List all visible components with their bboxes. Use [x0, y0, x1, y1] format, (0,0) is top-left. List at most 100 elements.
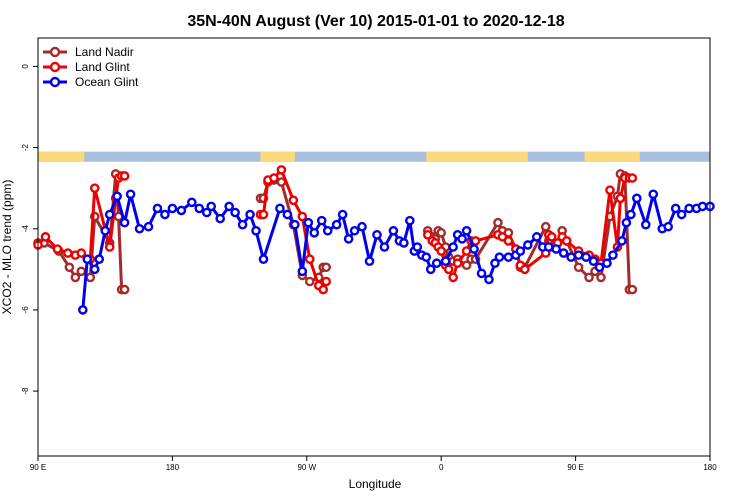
data-point [469, 244, 479, 254]
x-tick-label: 180 [166, 463, 180, 472]
data-point [431, 258, 442, 269]
data-point [304, 276, 315, 287]
data-point [503, 252, 514, 262]
data-point [602, 258, 612, 269]
data-point [224, 201, 234, 212]
land-segment-2 [260, 151, 295, 162]
data-point [364, 256, 375, 267]
data-point [215, 213, 225, 224]
data-point [676, 209, 687, 220]
land-segment-4 [584, 151, 640, 162]
data-point [230, 207, 240, 218]
data-point [343, 234, 354, 244]
legend-label: Ocean Glint [75, 75, 139, 89]
data-point [206, 201, 217, 212]
data-point [119, 284, 130, 295]
legend-item: Ocean Glint [43, 75, 139, 89]
data-point [194, 203, 205, 214]
data-point [372, 230, 382, 240]
data-point [457, 234, 467, 244]
data-point [237, 219, 248, 230]
legend-item: Land Nadir [43, 45, 134, 59]
data-point [304, 254, 315, 264]
data-point [357, 221, 367, 232]
data-point [187, 197, 197, 208]
y-tick-label: -2 [21, 143, 30, 151]
legend-swatch-marker [49, 76, 61, 88]
data-point [89, 183, 100, 193]
data-point [615, 193, 626, 204]
data-point [125, 189, 136, 200]
data-point [581, 252, 591, 262]
x-axis-label: Longitude [349, 477, 402, 491]
data-point [605, 185, 615, 195]
data-point [520, 264, 530, 275]
data-point [670, 203, 681, 214]
data-point [405, 215, 415, 226]
data-point [176, 205, 187, 216]
data-point [494, 252, 505, 262]
data-point [85, 272, 96, 283]
data-point [484, 274, 494, 285]
data-point [627, 284, 638, 295]
data-point [78, 305, 88, 315]
data-point [546, 232, 557, 242]
data-point [64, 262, 75, 273]
data-point [596, 272, 606, 283]
data-point [540, 221, 551, 232]
data-point [626, 209, 636, 220]
land-segment-3 [426, 151, 528, 162]
data-point [100, 225, 110, 236]
data-point [561, 236, 572, 246]
data-point [436, 227, 447, 238]
data-point [349, 225, 360, 236]
data-point [309, 227, 320, 238]
data-point [104, 242, 115, 252]
x-tick-label: 90 E [30, 463, 46, 472]
ocean-band [38, 151, 710, 162]
data-point [112, 191, 122, 202]
legend-label: Land Glint [75, 60, 130, 74]
data-point [412, 242, 423, 252]
data-point [617, 236, 627, 246]
y-tick-label: -4 [21, 225, 30, 233]
data-point [269, 173, 279, 183]
y-axis-label: XCO2 - MLO trend (ppm) [0, 180, 14, 315]
x-tick-label: 0 [439, 463, 444, 472]
data-point [663, 221, 673, 232]
chart-title: 35N-40N August (Ver 10) 2015-01-01 to 20… [187, 13, 564, 30]
data-point [52, 244, 63, 254]
data-point [321, 262, 332, 273]
data-point [152, 203, 163, 214]
y-tick-label: -6 [21, 306, 30, 314]
x-axis: 90 E 180 90 W 0 90 E 180 [30, 456, 717, 472]
y-tick-label: 0 [21, 64, 30, 69]
data-point [461, 225, 472, 236]
data-point [82, 254, 93, 264]
data-point [288, 195, 299, 206]
data-point [621, 217, 632, 228]
data-point [290, 219, 300, 230]
series-land-glint [33, 165, 638, 295]
data-point [245, 209, 255, 220]
data-point [275, 203, 285, 214]
data-point [648, 189, 659, 200]
data-point [515, 246, 526, 256]
data-point [422, 230, 433, 240]
data-point [303, 217, 314, 228]
data-point [89, 264, 100, 275]
data-point [119, 217, 130, 228]
y-tick-label: -8 [21, 387, 30, 395]
legend-swatch-marker [49, 46, 61, 58]
series-ocean-glint [78, 189, 715, 315]
data-point [167, 203, 178, 214]
data-point [425, 264, 436, 275]
data-point [134, 223, 145, 234]
data-point [697, 201, 708, 212]
data-point [452, 258, 463, 269]
data-point [297, 266, 308, 277]
data-point [104, 209, 115, 220]
data-point [421, 252, 432, 262]
x-tick-label: 90 W [297, 463, 316, 472]
